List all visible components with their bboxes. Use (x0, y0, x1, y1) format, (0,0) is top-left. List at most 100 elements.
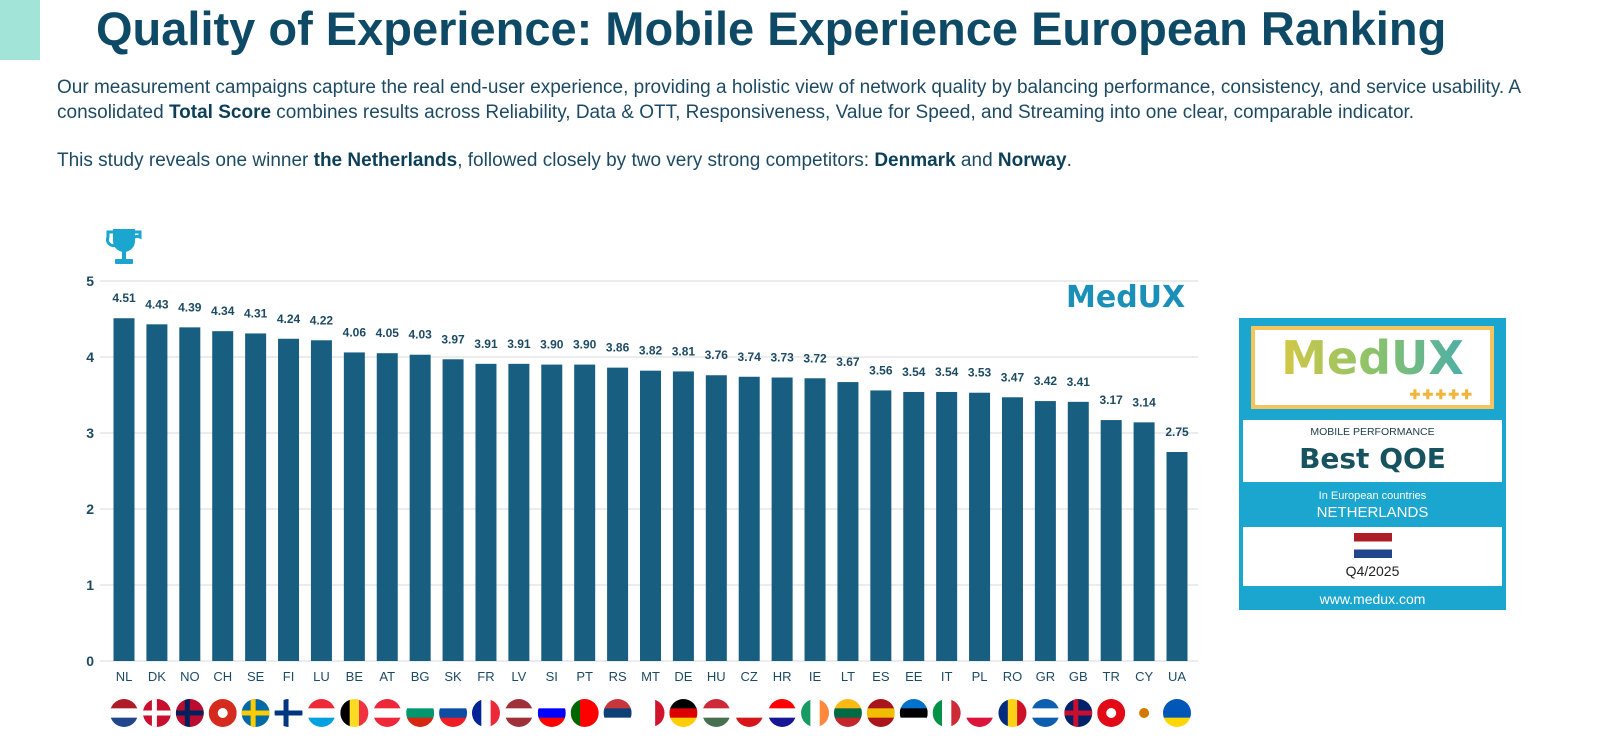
x-tick-label: HR (773, 669, 792, 684)
x-tick-label: AT (379, 669, 395, 684)
data-label: 3.73 (770, 351, 794, 365)
data-label: 4.06 (343, 325, 367, 339)
badge-scope-section: In European countries NETHERLANDS (1243, 485, 1502, 526)
y-tick-label: 2 (86, 501, 94, 517)
bar-no (179, 327, 201, 661)
flag-de-icon (669, 699, 698, 727)
x-tick-label: NO (180, 669, 200, 684)
bar-ro (1001, 397, 1023, 661)
data-label: 3.54 (935, 365, 959, 379)
data-label: 4.03 (408, 328, 432, 342)
bar-fi (278, 338, 300, 661)
data-label: 4.34 (211, 304, 235, 318)
bold-text: Norway (997, 150, 1067, 171)
x-tick-label: GB (1069, 669, 1088, 684)
bar-dk (146, 324, 168, 661)
x-tick-label: SI (546, 669, 558, 684)
badge-scope: In European countries (1318, 490, 1427, 502)
data-label: 3.41 (1067, 375, 1091, 389)
x-tick-label: CH (213, 669, 232, 684)
flag-ie-icon (801, 699, 830, 727)
netherlands-flag-icon (1353, 533, 1392, 558)
flag-tr-icon (1097, 699, 1126, 727)
flag-lv-icon (504, 699, 533, 727)
data-label: 3.74 (738, 350, 762, 364)
accent-block (0, 0, 40, 60)
x-tick-label: TR (1103, 669, 1120, 684)
flag-fi-icon (274, 699, 303, 727)
data-label: 2.75 (1165, 425, 1189, 439)
flag-mt-icon (636, 699, 665, 727)
x-tick-label: RO (1003, 669, 1023, 684)
x-tick-label: SK (444, 669, 462, 684)
flag-cz-icon (735, 699, 764, 727)
flag-ch-icon (208, 699, 237, 727)
data-label: 3.56 (869, 363, 893, 377)
badge-winner: NETHERLANDS (1316, 504, 1429, 521)
data-label: 3.72 (803, 351, 827, 365)
intro-text: Our measurement campaigns capture the re… (57, 76, 1547, 198)
flag-fr-icon (471, 699, 500, 727)
y-tick-label: 1 (86, 577, 94, 593)
x-tick-label: NL (116, 669, 133, 684)
data-label: 4.22 (310, 313, 334, 327)
badge-period: Q4/2025 (1345, 563, 1400, 579)
badge-flag-section: Q4/2025 (1243, 527, 1502, 586)
text: . (1066, 150, 1072, 171)
x-tick-label: FI (283, 669, 295, 684)
ranking-bar-chart: 0 1 2 3 4 5 4.51 NL 4.43 DK 4.39 NO 4.34 CH 4.31 SE 4.24… (86, 229, 1198, 727)
flag-bg-icon (406, 699, 435, 727)
bar-nl (113, 318, 135, 661)
intro-paragraph-1: Our measurement campaigns capture the re… (57, 76, 1547, 125)
bar-se (245, 333, 267, 661)
bar-at (376, 353, 398, 661)
bar-rs (607, 367, 629, 661)
data-label: 3.54 (902, 365, 926, 379)
data-label: 3.90 (573, 338, 597, 352)
data-label: 4.43 (145, 297, 169, 311)
flag-rs-icon (603, 699, 632, 727)
flag-cy-icon (1130, 699, 1159, 727)
x-tick-label: UA (1168, 669, 1186, 684)
plus-icons: ✚✚✚✚✚ (1409, 387, 1474, 402)
badge-award-section: MOBILE PERFORMANCE Best QOE (1243, 420, 1502, 482)
bar-lu (310, 340, 332, 661)
badge-category: MOBILE PERFORMANCE (1310, 426, 1435, 438)
data-label: 3.76 (705, 348, 729, 362)
page-title: Quality of Experience: Mobile Experience… (96, 2, 1447, 55)
bold-text: Total Score (168, 101, 272, 123)
text: combines results across Reliability, Dat… (271, 101, 1415, 123)
data-label: 3.81 (672, 344, 696, 358)
bar-pt (574, 364, 596, 661)
x-tick-label: IT (941, 669, 953, 684)
x-tick-label: CZ (741, 669, 758, 684)
badge-logo: MedUX ✚✚✚✚✚ (1251, 326, 1494, 409)
flag-se-icon (241, 699, 270, 727)
bar-tr (1100, 420, 1122, 661)
flag-be-icon (340, 699, 369, 727)
data-label: 4.51 (112, 291, 136, 305)
bar-it (936, 391, 958, 661)
bar-ch (212, 331, 234, 661)
bar-sk (442, 359, 464, 661)
y-tick-label: 4 (86, 349, 94, 365)
bar-ie (804, 378, 826, 661)
data-label: 3.42 (1034, 374, 1058, 388)
data-label: 4.24 (277, 312, 301, 326)
y-tick-label: 0 (86, 653, 94, 669)
x-tick-label: BG (411, 669, 430, 684)
data-label: 3.97 (441, 332, 465, 346)
flag-nl-icon (110, 699, 138, 727)
data-label: 3.86 (606, 341, 630, 355)
x-tick-label: GR (1036, 669, 1056, 684)
text: and (955, 150, 998, 171)
x-tick-label: ES (872, 669, 890, 684)
bar-cz (738, 376, 760, 661)
flag-si-icon (537, 699, 566, 727)
bar-ua (1166, 452, 1188, 661)
data-label: 3.82 (639, 344, 663, 358)
bar-cy (1133, 422, 1155, 661)
x-tick-label: SE (247, 669, 265, 684)
bar-fr (475, 363, 497, 661)
data-label: 4.39 (178, 300, 202, 314)
